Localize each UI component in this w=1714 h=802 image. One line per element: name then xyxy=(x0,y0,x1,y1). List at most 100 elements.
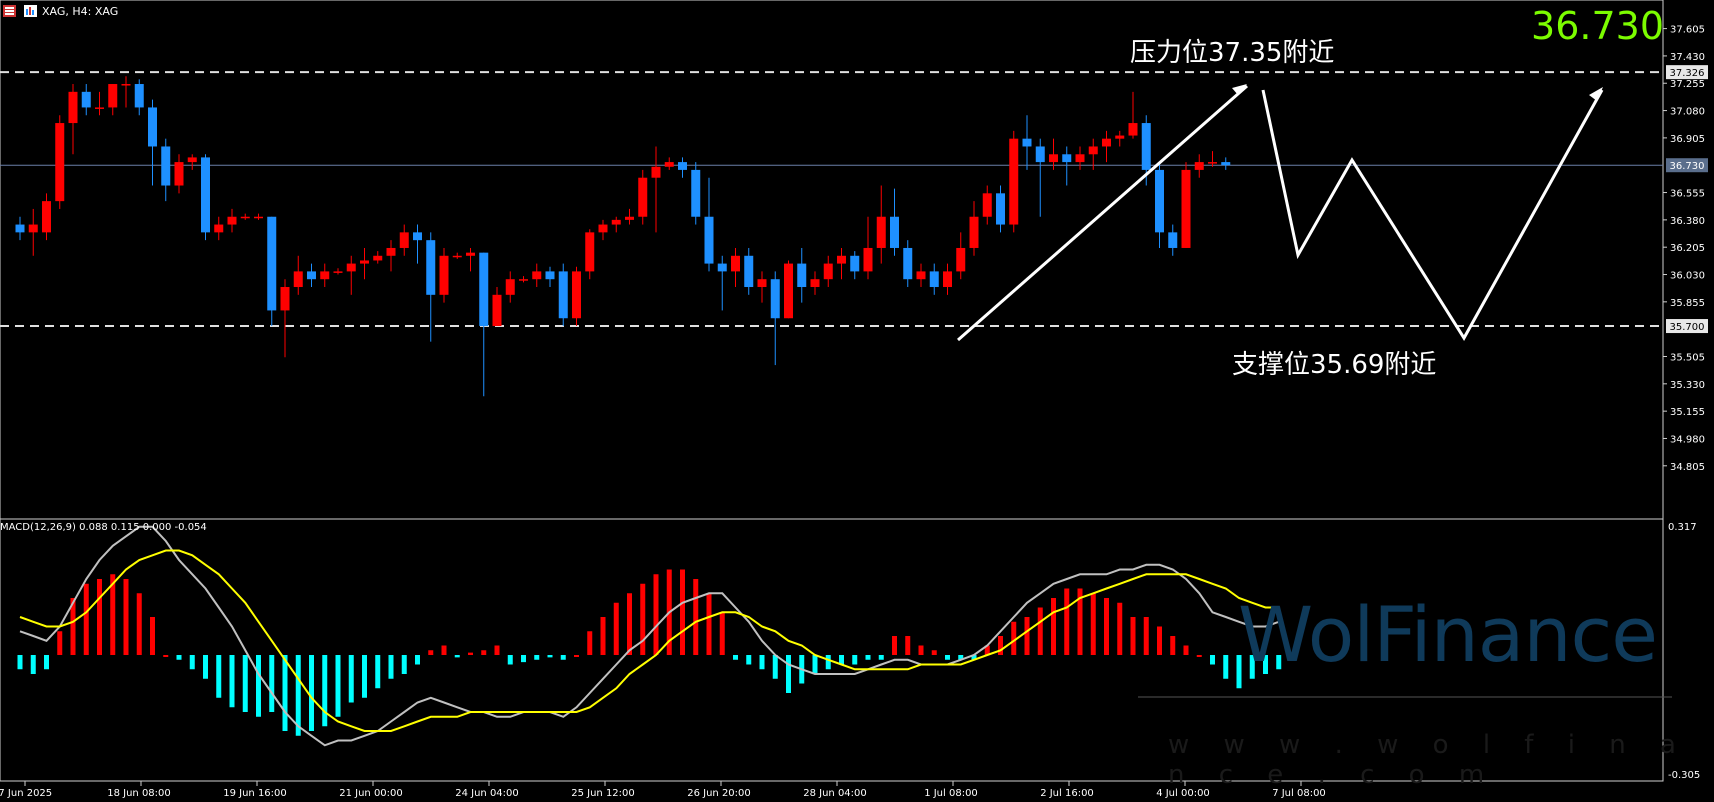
macd-histogram-bar xyxy=(521,655,526,663)
macd-histogram-bar xyxy=(984,645,990,655)
chart-type-icon[interactable] xyxy=(24,5,37,17)
candle-body xyxy=(797,263,807,288)
price-tick-label: 36.905 xyxy=(1670,134,1705,145)
macd-histogram-bar xyxy=(494,645,500,655)
candle-body xyxy=(969,216,979,248)
macd-histogram-bar xyxy=(1157,626,1162,655)
candle-body xyxy=(42,201,51,233)
macd-histogram-bar xyxy=(958,655,964,660)
candle-body xyxy=(1088,146,1098,155)
candle-body xyxy=(267,216,277,311)
candle-body xyxy=(28,224,38,233)
candle-body xyxy=(598,224,608,233)
candle-body xyxy=(174,162,184,186)
macd-histogram-bar xyxy=(163,655,169,657)
price-tick-label: 37.255 xyxy=(1670,79,1705,90)
macd-histogram-bar xyxy=(348,655,354,703)
candle-body xyxy=(903,247,913,280)
candle-body xyxy=(611,219,621,225)
candle-body xyxy=(863,247,873,272)
macd-histogram-bar xyxy=(971,655,977,660)
candle-body xyxy=(505,279,515,295)
time-tick-label: 25 Jun 12:00 xyxy=(571,788,635,799)
watermark-brand: WolFinance xyxy=(1238,590,1658,679)
macd-histogram-bar xyxy=(454,655,460,658)
candle-body xyxy=(996,193,1005,225)
candle-body xyxy=(956,247,966,272)
price-tick-label: 35.330 xyxy=(1670,380,1705,391)
forecast-path xyxy=(1261,89,1604,341)
candle-body xyxy=(293,271,303,288)
symbol-list-icon[interactable] xyxy=(3,5,16,17)
macd-histogram-bar xyxy=(203,655,208,679)
candle-body xyxy=(1049,154,1058,163)
price-tick-label: 36.205 xyxy=(1670,243,1705,254)
candle-body xyxy=(810,279,820,288)
price-tick-label: 34.980 xyxy=(1670,434,1705,445)
macd-lines xyxy=(19,525,1280,747)
trendline-up xyxy=(957,84,1248,342)
macd-histogram-bar xyxy=(852,655,858,665)
candle-body xyxy=(134,84,144,108)
macd-histogram-bar xyxy=(627,593,632,655)
macd-histogram-bar xyxy=(110,574,116,655)
macd-histogram-bar xyxy=(600,617,606,655)
macd-title: MACD(12,26,9) 0.088 0.115 0.000 -0.054 xyxy=(0,522,207,533)
candle-body xyxy=(1194,162,1204,170)
macd-histogram-bar xyxy=(918,645,924,655)
time-tick-label: 19 Jun 16:00 xyxy=(223,788,287,799)
price-tick-label: 35.155 xyxy=(1670,407,1705,418)
price-tick-label: 37.430 xyxy=(1670,52,1705,63)
candle-body xyxy=(1128,123,1138,136)
candle-body xyxy=(519,279,528,281)
macd-histogram-bar xyxy=(587,631,593,655)
macd-histogram-bar xyxy=(998,636,1003,655)
candle-body xyxy=(929,271,939,288)
macd-histogram-bar xyxy=(30,655,36,674)
price-tick-label: 36.030 xyxy=(1670,271,1705,282)
candle-body xyxy=(413,232,422,241)
macd-histogram-bar xyxy=(1064,588,1070,655)
macd-histogram-bar xyxy=(242,655,248,712)
macd-histogram-bar xyxy=(97,579,102,655)
macd-histogram-bar xyxy=(759,655,765,670)
macd-histogram-bar xyxy=(44,655,49,670)
price-tick-label: 36.380 xyxy=(1670,216,1705,227)
candle-body xyxy=(333,271,343,273)
level-lines: 37.326 36.730 35.700 xyxy=(0,65,1708,334)
macd-histogram-bar xyxy=(613,602,619,655)
price-axis-ticks: 37.605 37.430 37.255 37.080 36.905 36.555 36.3… xyxy=(1663,25,1705,781)
macd-histogram-bar xyxy=(1143,617,1149,655)
macd-histogram-bar xyxy=(1104,598,1109,655)
time-tick-label: 18 Jun 08:00 xyxy=(107,788,171,799)
macd-histogram-bar xyxy=(812,655,818,674)
candle-body xyxy=(664,162,674,167)
candle-body xyxy=(201,157,210,233)
macd-histogram-bar xyxy=(878,655,884,660)
price-tick-label: 37.080 xyxy=(1670,107,1705,118)
macd-histogram-bar xyxy=(680,569,685,655)
macd-histogram-bar xyxy=(401,655,407,674)
macd-histogram-bar xyxy=(1210,655,1215,665)
macd-line xyxy=(19,525,1280,747)
level-tag-bg-1 xyxy=(1666,158,1708,173)
macd-histogram-bar xyxy=(150,617,155,655)
candle-body xyxy=(81,91,91,108)
candle-body xyxy=(479,252,489,327)
price-tick-label: 35.855 xyxy=(1670,298,1705,309)
candle-body xyxy=(757,279,767,288)
macd-histogram-bar xyxy=(1183,645,1189,655)
macd-histogram-bar xyxy=(335,655,341,717)
candle-body xyxy=(320,271,330,280)
candle-body xyxy=(1168,232,1178,248)
macd-histogram-bar xyxy=(295,655,301,736)
candle-body xyxy=(558,271,568,319)
candle-body xyxy=(1221,162,1231,166)
macd-histogram-bar xyxy=(1024,617,1030,655)
candle-body xyxy=(876,216,886,248)
candle-body xyxy=(678,162,687,170)
macd-histogram-bar xyxy=(1037,607,1043,655)
candle-body xyxy=(704,216,714,264)
macd-histogram-bar xyxy=(1051,598,1056,655)
